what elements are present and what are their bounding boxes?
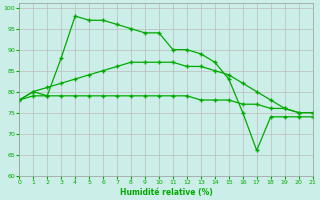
X-axis label: Humidité relative (%): Humidité relative (%)	[120, 188, 212, 197]
